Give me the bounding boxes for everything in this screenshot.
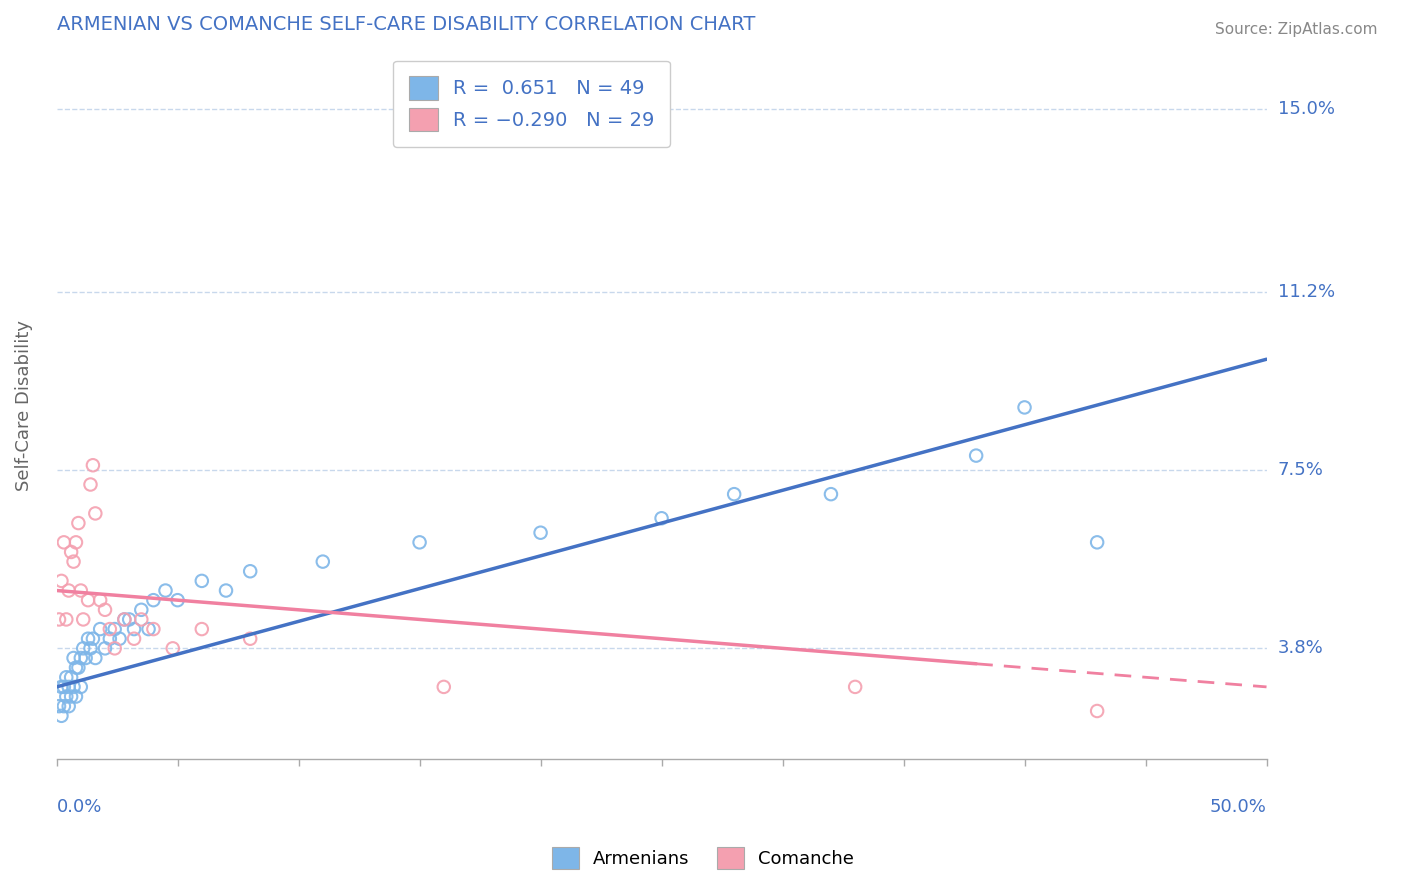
Legend: R =  0.651   N = 49, R = −0.290   N = 29: R = 0.651 N = 49, R = −0.290 N = 29	[394, 61, 671, 147]
Point	[58, 699, 80, 714]
Point	[239, 632, 262, 646]
Text: 50.0%: 50.0%	[1209, 797, 1267, 815]
Point	[166, 593, 188, 607]
Text: Source: ZipAtlas.com: Source: ZipAtlas.com	[1215, 22, 1378, 37]
Point	[89, 593, 111, 607]
Point	[104, 641, 127, 656]
Point	[69, 651, 91, 665]
Point	[312, 555, 335, 569]
Point	[112, 612, 135, 626]
Point	[142, 622, 165, 636]
Point	[529, 525, 551, 540]
Point	[965, 449, 987, 463]
Point	[155, 583, 177, 598]
Point	[48, 612, 70, 626]
Point	[48, 699, 70, 714]
Point	[65, 690, 87, 704]
Point	[215, 583, 238, 598]
Point	[69, 583, 91, 598]
Point	[98, 632, 121, 646]
Point	[191, 574, 214, 588]
Point	[112, 612, 135, 626]
Text: 3.8%: 3.8%	[1278, 640, 1323, 657]
Text: ARMENIAN VS COMANCHE SELF-CARE DISABILITY CORRELATION CHART: ARMENIAN VS COMANCHE SELF-CARE DISABILIT…	[56, 15, 755, 34]
Point	[55, 670, 77, 684]
Point	[77, 632, 100, 646]
Point	[162, 641, 184, 656]
Point	[72, 641, 94, 656]
Point	[82, 632, 104, 646]
Point	[79, 641, 101, 656]
Point	[104, 622, 127, 636]
Text: 7.5%: 7.5%	[1278, 461, 1323, 479]
Point	[65, 660, 87, 674]
Point	[122, 632, 145, 646]
Point	[67, 660, 90, 674]
Point	[131, 603, 153, 617]
Point	[51, 708, 73, 723]
Text: 11.2%: 11.2%	[1278, 283, 1334, 301]
Point	[58, 680, 80, 694]
Legend: Armenians, Comanche: Armenians, Comanche	[543, 838, 863, 879]
Point	[62, 651, 84, 665]
Point	[52, 680, 75, 694]
Point	[89, 622, 111, 636]
Point	[62, 555, 84, 569]
Point	[94, 603, 117, 617]
Point	[82, 458, 104, 473]
Point	[723, 487, 745, 501]
Point	[138, 622, 160, 636]
Y-axis label: Self-Care Disability: Self-Care Disability	[15, 319, 32, 491]
Point	[60, 690, 83, 704]
Point	[69, 680, 91, 694]
Point	[131, 612, 153, 626]
Point	[98, 622, 121, 636]
Point	[1014, 401, 1036, 415]
Point	[820, 487, 842, 501]
Point	[1085, 535, 1108, 549]
Point	[84, 507, 107, 521]
Point	[62, 680, 84, 694]
Point	[60, 670, 83, 684]
Point	[60, 545, 83, 559]
Point	[52, 699, 75, 714]
Point	[191, 622, 214, 636]
Point	[844, 680, 866, 694]
Point	[55, 690, 77, 704]
Point	[84, 651, 107, 665]
Point	[79, 477, 101, 491]
Point	[408, 535, 430, 549]
Text: 0.0%: 0.0%	[56, 797, 103, 815]
Point	[1085, 704, 1108, 718]
Point	[52, 535, 75, 549]
Point	[108, 632, 131, 646]
Point	[651, 511, 673, 525]
Point	[142, 593, 165, 607]
Point	[122, 622, 145, 636]
Point	[433, 680, 456, 694]
Point	[77, 593, 100, 607]
Point	[239, 564, 262, 578]
Point	[75, 651, 97, 665]
Point	[55, 612, 77, 626]
Point	[118, 612, 141, 626]
Point	[67, 516, 90, 530]
Point	[51, 574, 73, 588]
Point	[65, 535, 87, 549]
Point	[94, 641, 117, 656]
Point	[51, 680, 73, 694]
Text: 15.0%: 15.0%	[1278, 100, 1334, 118]
Point	[72, 612, 94, 626]
Point	[58, 583, 80, 598]
